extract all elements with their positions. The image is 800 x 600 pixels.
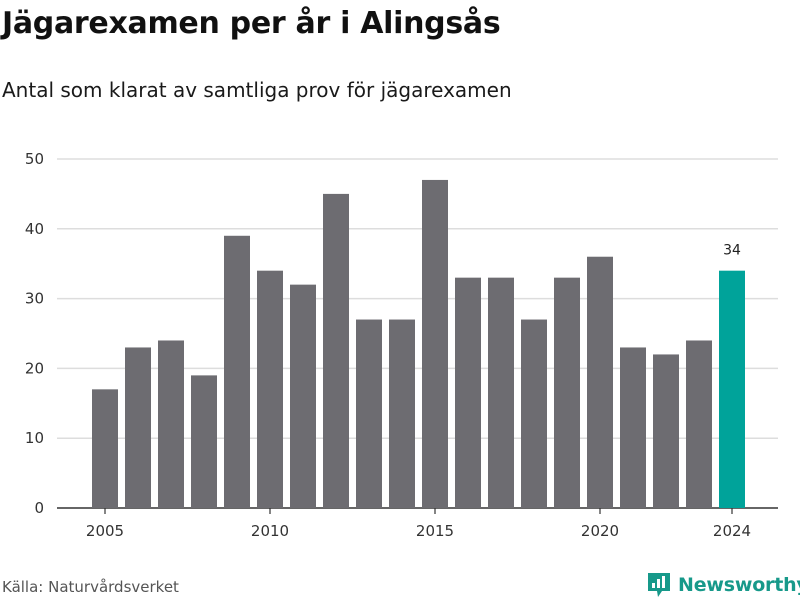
- chart-title: Jägarexamen per år i Alingsås: [2, 6, 501, 41]
- bar-2012: [323, 193, 349, 508]
- bar-2021: [620, 347, 646, 508]
- bar-2007: [158, 340, 184, 508]
- newsworthy-logo: Newsworthy: [646, 571, 800, 599]
- bar-2010: [257, 270, 283, 508]
- bar-2011: [290, 284, 316, 508]
- bar-2016: [455, 277, 481, 508]
- x-tick-label: 2024: [713, 522, 751, 540]
- bar-2018: [521, 319, 547, 508]
- bar-2014: [389, 319, 415, 508]
- bar-2022: [653, 354, 679, 508]
- bar-2020: [587, 256, 613, 508]
- x-tick-label: 2020: [581, 522, 619, 540]
- bar-2009: [224, 235, 250, 508]
- bar-2015: [422, 179, 448, 508]
- bars: [92, 179, 745, 508]
- bar-2013: [356, 319, 382, 508]
- bar-2023: [686, 340, 712, 508]
- bar-2024: [719, 270, 745, 508]
- chart-subtitle: Antal som klarat av samtliga prov för jä…: [2, 78, 512, 102]
- x-tick-label: 2005: [86, 522, 124, 540]
- newsworthy-logo-icon: [648, 573, 670, 597]
- source-note: Källa: Naturvårdsverket: [2, 578, 179, 596]
- bar-2019: [554, 277, 580, 508]
- bar-2017: [488, 277, 514, 508]
- y-tick-label: 20: [25, 359, 44, 377]
- brand-name: Newsworthy: [678, 574, 800, 596]
- x-tick-label: 2010: [251, 522, 289, 540]
- bar-2006: [125, 347, 151, 508]
- y-tick-label: 10: [25, 429, 44, 447]
- y-tick-label: 40: [25, 220, 44, 238]
- bar-2005: [92, 389, 118, 508]
- x-tick-label: 2015: [416, 522, 454, 540]
- labels: 0 10 20 30 40 50 34 2005 2010 2015 2020 2024: [25, 150, 751, 540]
- y-tick-label: 30: [25, 290, 44, 308]
- value-label-2024: 34: [723, 243, 741, 259]
- bar-2008: [191, 375, 217, 508]
- y-tick-label: 50: [25, 150, 44, 168]
- y-tick-label: 0: [34, 499, 44, 517]
